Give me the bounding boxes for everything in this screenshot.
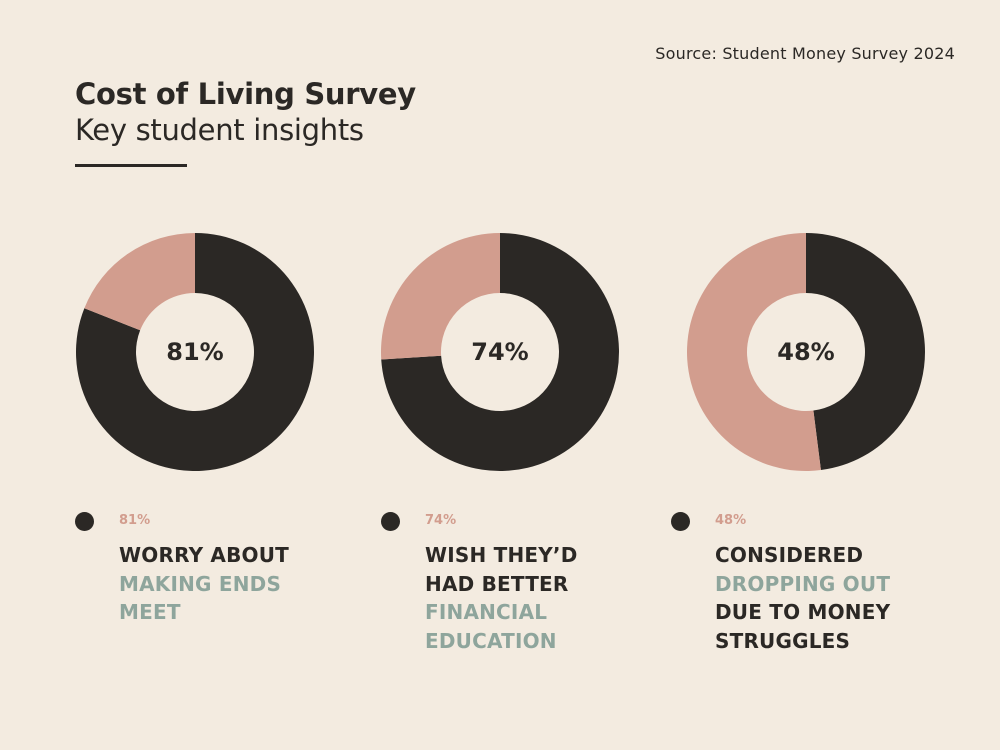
legend-line: STRUGGLES xyxy=(715,628,851,653)
legend-line: MAKING ENDS xyxy=(119,571,282,596)
legend-description-3: CONSIDERED DROPPING OUT DUE TO MONEY STR… xyxy=(715,541,890,655)
legend-line: WORRY ABOUT xyxy=(119,543,290,567)
legend-line: WISH THEY’D xyxy=(425,543,578,567)
legend-line: HAD BETTER xyxy=(425,571,569,596)
legend-line: DUE TO MONEY xyxy=(715,600,891,624)
legend-dot-2 xyxy=(381,512,400,531)
legend-line: EDUCATION xyxy=(425,628,557,653)
legend-description-2: WISH THEY’D HAD BETTER FINANCIAL EDUCATI… xyxy=(425,541,578,655)
donut-chart-3: 48% xyxy=(686,232,926,472)
legend-description-1: WORRY ABOUT MAKING ENDS MEET xyxy=(119,541,289,627)
legend-line: CONSIDERED xyxy=(715,543,864,567)
legend-line: FINANCIAL xyxy=(425,600,548,624)
donut-3-slice-2 xyxy=(687,233,821,471)
donut-3-slice-1 xyxy=(806,233,925,471)
donut-2-slice-2 xyxy=(381,233,500,360)
source-note: Source: Student Money Survey 2024 xyxy=(655,44,955,63)
donut-svg-1 xyxy=(75,233,314,471)
legend-line: DROPPING OUT xyxy=(715,571,891,596)
donut-svg-3 xyxy=(687,233,925,471)
title-underline xyxy=(75,164,187,167)
legend-percent-3: 48% xyxy=(715,513,747,528)
donut-chart-2: 74% xyxy=(380,232,620,472)
legend-line: MEET xyxy=(119,600,181,624)
legend-dot-3 xyxy=(671,512,690,531)
donut-1-slice-2 xyxy=(84,233,195,331)
legend-dot-1 xyxy=(75,512,94,531)
page-subtitle: Key student insights xyxy=(75,113,364,147)
donut-1-slice-1 xyxy=(75,233,314,471)
legend-percent-1: 81% xyxy=(119,513,151,528)
donut-chart-1: 81% xyxy=(75,232,315,472)
donut-svg-2 xyxy=(381,233,619,471)
donut-2-slice-1 xyxy=(381,233,619,471)
page-title: Cost of Living Survey xyxy=(75,77,416,111)
legend-percent-2: 74% xyxy=(425,513,457,528)
